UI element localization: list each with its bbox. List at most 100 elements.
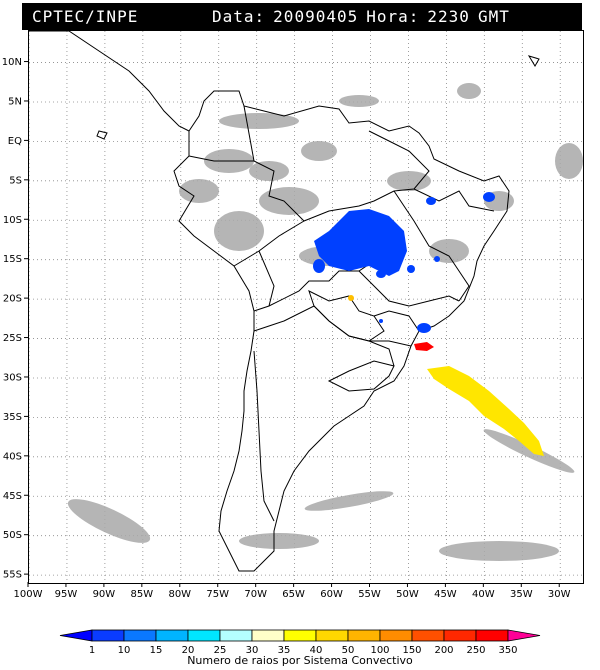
cloud-patch xyxy=(339,95,379,107)
timezone-value: GMT xyxy=(477,7,510,26)
convective-cell xyxy=(427,366,544,456)
colorbar-label: 50 xyxy=(342,645,355,656)
country-border xyxy=(327,360,395,392)
colorbar-label: 30 xyxy=(246,645,259,656)
lat-tick-label: 15S xyxy=(3,254,22,265)
lat-tick-label: 35S xyxy=(3,412,22,423)
convective-cell xyxy=(417,323,431,333)
lon-tick-label: 50W xyxy=(396,589,419,600)
cloud-patch xyxy=(483,429,575,473)
lat-tick-label: 45S xyxy=(3,491,22,502)
colorbar-label: 40 xyxy=(310,645,323,656)
cloud-patch xyxy=(387,171,431,191)
colorbar-swatch xyxy=(507,629,541,642)
colorbar: 1 10 15 20 25 30 35 40 50 100 150 200 250 350 xyxy=(59,629,541,656)
cloud-patch xyxy=(301,141,337,161)
cloud-patch xyxy=(239,533,319,549)
lat-tick-label: 25S xyxy=(3,333,22,344)
colorbar-swatch xyxy=(315,629,349,642)
lat-tick-label: 20S xyxy=(3,294,22,305)
colorbar-swatch xyxy=(475,629,509,642)
lat-lon-grid xyxy=(29,31,583,583)
colorbar-swatch xyxy=(411,629,445,642)
colorbar-swatch xyxy=(187,629,221,642)
cloud-patch xyxy=(259,187,319,215)
lat-tick-label: 10N xyxy=(2,57,22,68)
lat-tick-label: 55S xyxy=(3,570,22,581)
colorbar-swatch xyxy=(443,629,477,642)
colorbar-swatch xyxy=(155,629,189,642)
hour-label: Hora: xyxy=(366,7,420,26)
colorbar-swatch xyxy=(379,629,413,642)
colorbar-label: 250 xyxy=(466,645,485,656)
cloud-patch xyxy=(219,113,299,129)
lon-tick-label: 80W xyxy=(168,589,191,600)
colorbar-swatch xyxy=(59,629,93,642)
lightning-blue-cells xyxy=(313,192,495,333)
convective-cell xyxy=(426,197,436,205)
lat-tick-label: 5N xyxy=(8,96,22,107)
colorbar-swatch xyxy=(283,629,317,642)
colorbar-swatch xyxy=(347,629,381,642)
country-border xyxy=(393,190,470,302)
convective-cell xyxy=(348,295,354,301)
colorbar-label: 15 xyxy=(150,645,163,656)
convective-cell xyxy=(414,342,434,351)
lon-tick-label: 65W xyxy=(282,589,305,600)
colorbar-label: 200 xyxy=(434,645,453,656)
colorbar-label: 35 xyxy=(278,645,291,656)
colorbar-label: 20 xyxy=(182,645,195,656)
lon-tick-label: 75W xyxy=(206,589,229,600)
lightning-red-cells xyxy=(414,342,434,351)
lat-tick-label: 40S xyxy=(3,451,22,462)
lat-tick-label: EQ xyxy=(8,136,22,147)
lon-tick-label: 35W xyxy=(510,589,533,600)
cloud-patch xyxy=(249,161,289,181)
cloud-patch xyxy=(555,143,583,179)
island xyxy=(527,55,540,67)
lon-tick-label: 95W xyxy=(55,589,78,600)
country-border xyxy=(188,155,254,162)
cloud-patch xyxy=(214,211,264,251)
convective-cell xyxy=(483,192,495,202)
lat-tick-label: 30S xyxy=(3,372,22,383)
cloud-patch xyxy=(67,499,151,543)
colorbar-swatch xyxy=(123,629,157,642)
convective-cell xyxy=(376,270,386,278)
island xyxy=(96,130,108,140)
country-border xyxy=(373,310,420,332)
colorbar-label: 150 xyxy=(402,645,421,656)
colorbar-title: Numero de raios por Sistema Convectivo xyxy=(187,654,413,667)
south-america-map xyxy=(29,31,583,583)
lat-tick-label: 5S xyxy=(9,175,22,186)
colorbar-swatch xyxy=(251,629,285,642)
colorbar-label: 25 xyxy=(214,645,227,656)
lat-tick-label: 10S xyxy=(3,215,22,226)
lon-tick-label: 85W xyxy=(131,589,154,600)
lon-tick-label: 90W xyxy=(93,589,116,600)
convective-cell xyxy=(314,209,407,276)
lon-tick-label: 30W xyxy=(548,589,571,600)
lat-tick-label: 50S xyxy=(3,530,22,541)
colorbar-swatch xyxy=(91,629,125,642)
date-label: Data: xyxy=(212,7,266,26)
map-header: CPTEC/INPE Data: 20090405 Hora: 2230 GMT xyxy=(22,3,582,30)
country-border xyxy=(253,305,395,367)
lightning-yellow-cells xyxy=(348,295,544,456)
colorbar-label: 1 xyxy=(89,645,95,656)
cloud-patch xyxy=(179,179,219,203)
convective-cell xyxy=(407,265,415,273)
axis-ticks: 100W 95W 90W 85W 80W 75W 70W 65W 60W 55W 50W 45W 40W… xyxy=(2,57,571,600)
central-america-coastline xyxy=(29,31,190,132)
cloud-patch xyxy=(439,541,559,561)
lon-tick-label: 55W xyxy=(358,589,381,600)
colorbar-label: 10 xyxy=(118,645,131,656)
country-border xyxy=(369,340,412,347)
date-value: 20090405 xyxy=(273,7,359,26)
cloud-cover-layer xyxy=(67,83,583,561)
lon-tick-label: 100W xyxy=(14,589,43,600)
lon-tick-label: 70W xyxy=(244,589,267,600)
cloud-patch xyxy=(304,491,394,511)
country-border xyxy=(358,270,460,307)
lon-tick-label: 60W xyxy=(320,589,343,600)
